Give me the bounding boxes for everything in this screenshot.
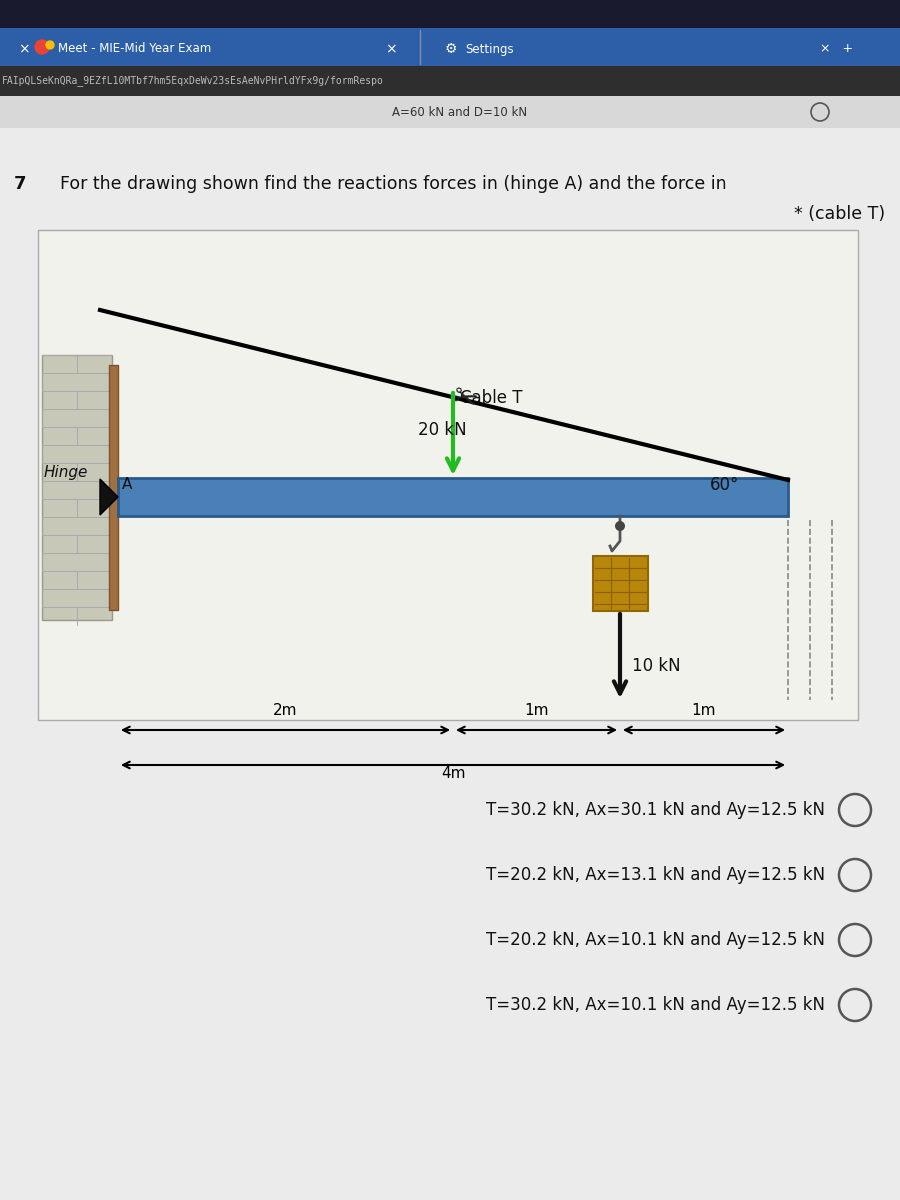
Bar	[0, 128, 900, 1200]
Circle shape	[615, 521, 625, 530]
Bar	[38, 230, 858, 720]
Bar	[0, 0, 900, 28]
Text: A=60 kN and D=10 kN: A=60 kN and D=10 kN	[392, 107, 527, 120]
Text: 7: 7	[14, 175, 26, 193]
Text: Hinge: Hinge	[44, 464, 88, 480]
Text: T=20.2 kN, Ax=10.1 kN and Ay=12.5 kN: T=20.2 kN, Ax=10.1 kN and Ay=12.5 kN	[486, 931, 825, 949]
Text: A: A	[122, 476, 132, 492]
Text: Cable T: Cable T	[460, 389, 523, 407]
Text: T=20.2 kN, Ax=13.1 kN and Ay=12.5 kN: T=20.2 kN, Ax=13.1 kN and Ay=12.5 kN	[486, 866, 825, 884]
Text: T=30.2 kN, Ax=30.1 kN and Ay=12.5 kN: T=30.2 kN, Ax=30.1 kN and Ay=12.5 kN	[486, 802, 825, 818]
Bar	[42, 355, 112, 620]
Text: Settings: Settings	[465, 42, 514, 55]
Text: ×: ×	[18, 42, 30, 56]
Bar	[0, 66, 900, 96]
Text: ✂: ✂	[447, 382, 481, 418]
Text: 2m: 2m	[274, 703, 298, 718]
Text: 20 kN: 20 kN	[418, 421, 466, 439]
Bar	[0, 28, 900, 66]
Text: 60°: 60°	[710, 476, 740, 494]
Text: 1m: 1m	[524, 703, 549, 718]
Bar	[118, 478, 788, 516]
Text: 10 kN: 10 kN	[632, 658, 680, 674]
Bar	[0, 96, 900, 128]
Text: 4m: 4m	[441, 766, 465, 781]
Text: Meet - MIE-Mid Year Exam: Meet - MIE-Mid Year Exam	[58, 42, 211, 55]
Polygon shape	[100, 479, 118, 515]
Circle shape	[46, 41, 54, 49]
Text: FAIpQLSeKnQRa_9EZfL10MTbf7hm5EqxDeWv23sEsAeNvPHrldYFx9g/formRespo: FAIpQLSeKnQRa_9EZfL10MTbf7hm5EqxDeWv23sE…	[2, 76, 384, 86]
Text: T=30.2 kN, Ax=10.1 kN and Ay=12.5 kN: T=30.2 kN, Ax=10.1 kN and Ay=12.5 kN	[486, 996, 825, 1014]
Text: ×   +: × +	[820, 42, 853, 55]
Text: ⚙: ⚙	[445, 42, 457, 56]
Text: For the drawing shown find the reactions forces in (hinge A) and the force in: For the drawing shown find the reactions…	[60, 175, 726, 193]
Text: ×: ×	[385, 42, 397, 56]
Bar	[593, 556, 648, 611]
Bar	[109, 365, 118, 610]
Text: 1m: 1m	[692, 703, 716, 718]
Circle shape	[35, 40, 49, 54]
Text: * (cable T): * (cable T)	[794, 205, 885, 223]
